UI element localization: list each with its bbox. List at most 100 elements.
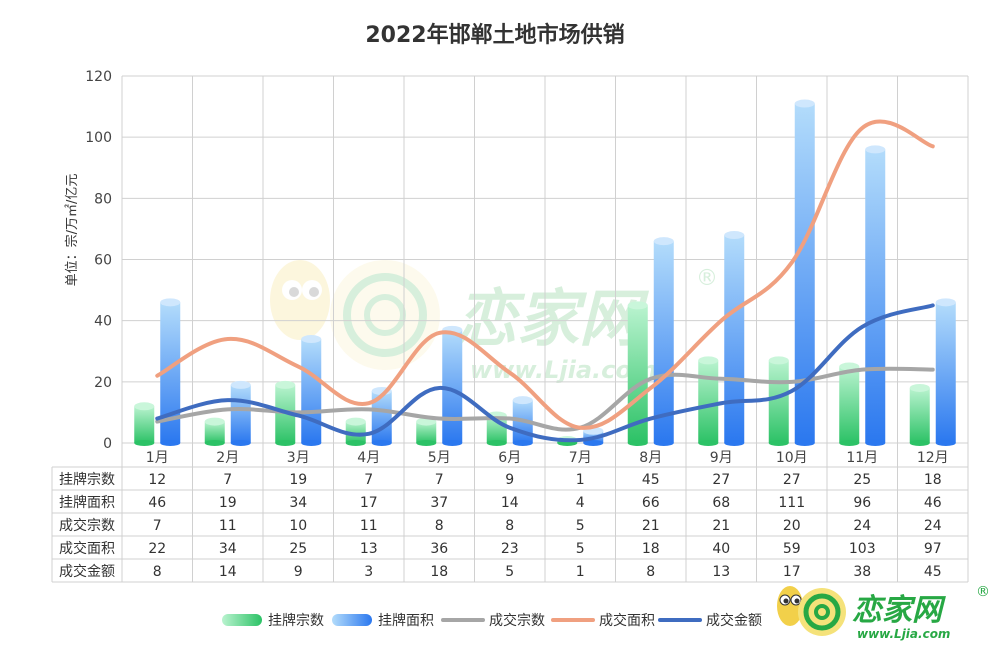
bar <box>865 145 886 446</box>
bar-body <box>160 302 181 443</box>
y-tick-label: 60 <box>94 253 112 269</box>
table-cell: 9 <box>505 472 514 488</box>
bar-base <box>627 440 648 446</box>
table-cell: 45 <box>642 472 660 488</box>
bar-cap <box>698 356 719 365</box>
chart-title: 2022年邯郸土地市场供销 <box>365 22 624 48</box>
y-axis: 0 20 40 60 80 100 120 <box>85 69 112 452</box>
bar-base <box>909 440 930 446</box>
legend-item: 成交面积 <box>551 612 655 629</box>
table-cell: 66 <box>642 495 660 511</box>
bar-base <box>301 440 322 446</box>
watermark: 恋家网 ® www.Ljia.com <box>270 260 718 384</box>
table-cell: 22 <box>148 541 166 557</box>
bar <box>909 383 930 446</box>
bar-base <box>512 440 533 446</box>
table-cell: 13 <box>712 564 730 580</box>
y-axis-label: 单位：宗/万㎡/亿元 <box>64 174 80 287</box>
table-cell: 8 <box>153 564 162 580</box>
logo-url: www.Ljia.com <box>857 627 950 641</box>
bar-base <box>768 440 789 446</box>
bar-body <box>653 241 674 443</box>
y-tick-label: 0 <box>103 436 112 452</box>
bar <box>768 356 789 446</box>
bar <box>794 99 815 446</box>
table-cell: 1 <box>576 564 585 580</box>
legend-swatch <box>332 614 372 626</box>
table-cell: 8 <box>435 518 444 534</box>
table-cell: 5 <box>576 518 585 534</box>
table-cell: 18 <box>430 564 448 580</box>
bar <box>653 237 674 446</box>
table-row-header: 成交宗数 <box>59 517 115 534</box>
bar-body <box>698 360 719 443</box>
table-cell: 34 <box>289 495 307 511</box>
table-row-header: 成交面积 <box>59 540 115 557</box>
legend-label: 成交金额 <box>706 612 762 629</box>
bar-body <box>768 360 789 443</box>
bar-base <box>724 440 745 446</box>
bar <box>230 380 251 446</box>
table-cell: 10 <box>289 518 307 534</box>
legend-swatch <box>222 614 262 626</box>
bar-cap <box>768 356 789 365</box>
bar-cap <box>345 417 366 426</box>
bar-body <box>627 305 648 443</box>
bar <box>935 298 956 446</box>
table-cell: 7 <box>364 472 373 488</box>
bar <box>724 231 745 446</box>
bar-base <box>865 440 886 446</box>
legend-item: 成交金额 <box>658 612 762 629</box>
table-row-header: 成交金额 <box>59 563 115 580</box>
y-tick-label: 20 <box>94 375 112 391</box>
bar-body <box>345 421 366 443</box>
watermark-url: www.Ljia.com <box>470 356 657 384</box>
snail-icon <box>777 586 846 636</box>
bar-base <box>486 440 507 446</box>
table-cell: 111 <box>778 495 805 511</box>
bar-base <box>698 440 719 446</box>
bar-body <box>794 103 815 444</box>
table-cell: 27 <box>712 472 730 488</box>
bar-base <box>442 440 463 446</box>
legend-item: 挂牌宗数 <box>222 612 324 629</box>
bar-body <box>839 366 860 443</box>
table-cell: 11 <box>360 518 378 534</box>
bar-base <box>160 440 181 446</box>
table-cell: 19 <box>289 472 307 488</box>
bar-body <box>935 302 956 443</box>
bar <box>160 298 181 446</box>
x-axis: 1月 2月 3月 4月 5月 6月 7月 8月 9月 10月 11月 12月 <box>146 450 949 466</box>
bar-cap <box>627 301 648 310</box>
x-tick-label: 8月 <box>639 450 662 466</box>
bar-body <box>301 339 322 443</box>
bar-cap <box>275 380 296 389</box>
y-tick-label: 100 <box>85 130 112 146</box>
bar-body <box>442 329 463 443</box>
bar-base <box>839 440 860 446</box>
table-cell: 46 <box>148 495 166 511</box>
bar-body <box>865 149 886 443</box>
bar-cap <box>160 298 181 307</box>
bar-cap <box>865 145 886 154</box>
bar-body <box>909 387 930 443</box>
y-tick-label: 120 <box>85 69 112 85</box>
bar-body <box>416 421 437 443</box>
y-tick-label: 40 <box>94 314 112 330</box>
table-cell: 24 <box>853 518 871 534</box>
x-tick-label: 10月 <box>776 450 808 466</box>
table-cell: 20 <box>783 518 801 534</box>
table-cell: 8 <box>505 518 514 534</box>
x-tick-label: 3月 <box>287 450 310 466</box>
x-tick-label: 7月 <box>569 450 592 466</box>
bar-cap <box>724 231 745 240</box>
table-row-header: 挂牌宗数 <box>59 471 115 488</box>
logo-registered: ® <box>976 584 990 600</box>
bar-cap <box>301 335 322 344</box>
table-cell: 36 <box>430 541 448 557</box>
table-cell: 17 <box>783 564 801 580</box>
bar-base <box>416 440 437 446</box>
lines <box>155 119 935 443</box>
